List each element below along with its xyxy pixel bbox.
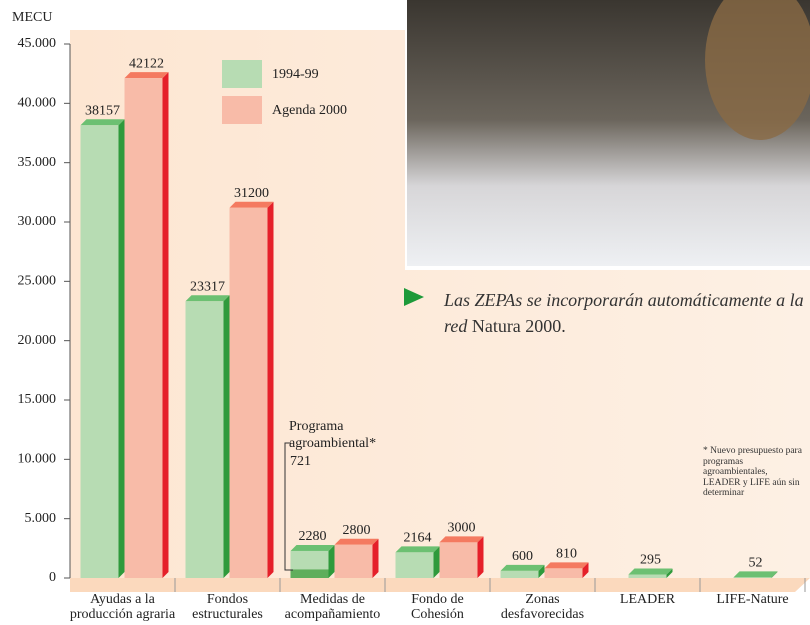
legend-swatch — [222, 60, 262, 88]
bar-top — [545, 562, 589, 568]
bar-top — [186, 295, 230, 301]
bar — [335, 545, 373, 578]
legend-label: Agenda 2000 — [272, 103, 347, 118]
bar-side — [224, 295, 230, 578]
bar-top — [396, 546, 440, 552]
value-label: 295 — [640, 553, 661, 568]
annotation-text: Programa agroambiental* — [289, 418, 389, 452]
bar-top — [291, 545, 335, 551]
bar-side — [373, 539, 379, 578]
annotation-segment — [291, 569, 329, 578]
bar-top — [629, 568, 673, 574]
value-label: 42122 — [129, 56, 164, 71]
bar-top — [230, 202, 274, 208]
bar-top — [734, 571, 778, 577]
value-label: 23317 — [190, 280, 225, 295]
page: MECU 0 5.000 10.000 15.000 20.000 25.000 30.00… — [0, 0, 810, 625]
y-tick-label: 40.000 — [18, 96, 57, 111]
bar — [81, 125, 119, 578]
bar-side — [163, 72, 169, 578]
caption-roman: Natura 2000. — [472, 316, 566, 336]
y-tick-label: 45.000 — [18, 36, 57, 51]
x-tick-label: LIFE-Nature — [683, 592, 810, 607]
value-label: 38157 — [85, 103, 120, 118]
bar-side — [268, 202, 274, 578]
bar-top — [125, 72, 169, 78]
bar-top — [501, 565, 545, 571]
bar — [125, 78, 163, 578]
annotation-value: 721 — [290, 454, 311, 469]
bar-top — [81, 119, 125, 125]
bar — [396, 552, 434, 578]
bar — [545, 568, 583, 578]
bar-top — [335, 539, 379, 545]
legend-label: 1994-99 — [272, 67, 319, 82]
value-label: 810 — [556, 547, 577, 562]
floor — [70, 578, 810, 592]
y-tick-label: 5.000 — [25, 511, 57, 526]
value-label: 600 — [512, 549, 533, 564]
y-tick-label: 25.000 — [18, 274, 57, 289]
bar-side — [478, 536, 484, 578]
value-label: 2800 — [343, 523, 371, 538]
bar — [230, 208, 268, 578]
caption: Las ZEPAs se incorporarán automáticament… — [444, 287, 810, 339]
bar — [629, 574, 667, 578]
bar-side — [119, 119, 125, 578]
bar-top — [440, 536, 484, 542]
y-tick-label: 10.000 — [18, 452, 57, 467]
value-label: 3000 — [448, 521, 476, 536]
footnote: * Nuevo presupuesto para programas agroa… — [703, 446, 803, 499]
value-label: 52 — [749, 556, 763, 571]
value-label: 2280 — [299, 529, 327, 544]
bar — [186, 301, 224, 578]
legend-swatch — [222, 96, 262, 124]
y-tick-label: 15.000 — [18, 392, 57, 407]
value-label: 31200 — [234, 186, 269, 201]
y-tick-label: 35.000 — [18, 155, 57, 170]
bar — [440, 542, 478, 578]
bar — [734, 577, 772, 578]
y-axis-label: MECU — [12, 10, 52, 25]
y-tick-label: 0 — [49, 570, 56, 585]
value-label: 2164 — [404, 531, 432, 546]
bar — [501, 571, 539, 578]
y-tick-label: 20.000 — [18, 333, 57, 348]
y-tick-label: 30.000 — [18, 214, 57, 229]
